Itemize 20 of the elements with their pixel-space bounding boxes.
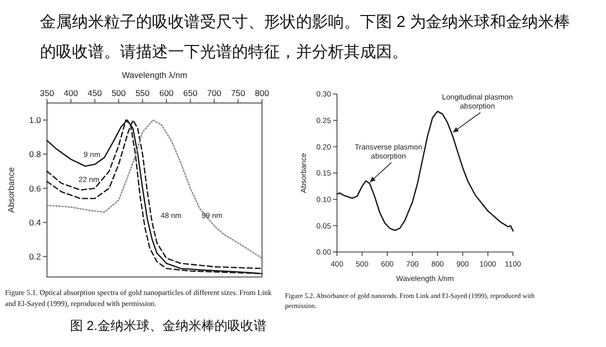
x-tick-label: 550 — [135, 88, 150, 98]
y-tick-label: 0.8 — [29, 149, 42, 160]
x-tick-label: 400 — [64, 88, 78, 98]
x-tick-label: 450 — [88, 88, 102, 98]
x-tick-label: 650 — [183, 88, 198, 98]
x-tick-label: 350 — [40, 88, 54, 98]
text: 金属纳米粒子的吸收谱受尺寸、形状的影响。下图 2 为金纳米球和金纳米棒的吸收谱。请描述一下光谱的特征，并分析其成因。 — [40, 12, 571, 63]
x-tick-label: 600 — [159, 88, 174, 98]
x-tick-label: 700 — [207, 88, 222, 98]
y-tick-label: 0.2 — [29, 252, 42, 262]
x-axis-title: Wavelength λ/nm — [122, 70, 188, 80]
x-tick-label: 500 — [112, 88, 126, 98]
caption: 图 2.金纳米球、金纳米棒的吸收谱 — [70, 317, 268, 335]
x-tick-label: 800 — [254, 88, 270, 98]
y-tick-label: 1.0 — [29, 115, 42, 126]
x-tick-label: 750 — [231, 88, 246, 98]
line-series — [336, 110, 514, 232]
y-axis-title: Absorbance — [6, 167, 16, 213]
y-tick-label: 0.4 — [29, 217, 42, 228]
y-tick-label: 0.6 — [29, 183, 42, 194]
